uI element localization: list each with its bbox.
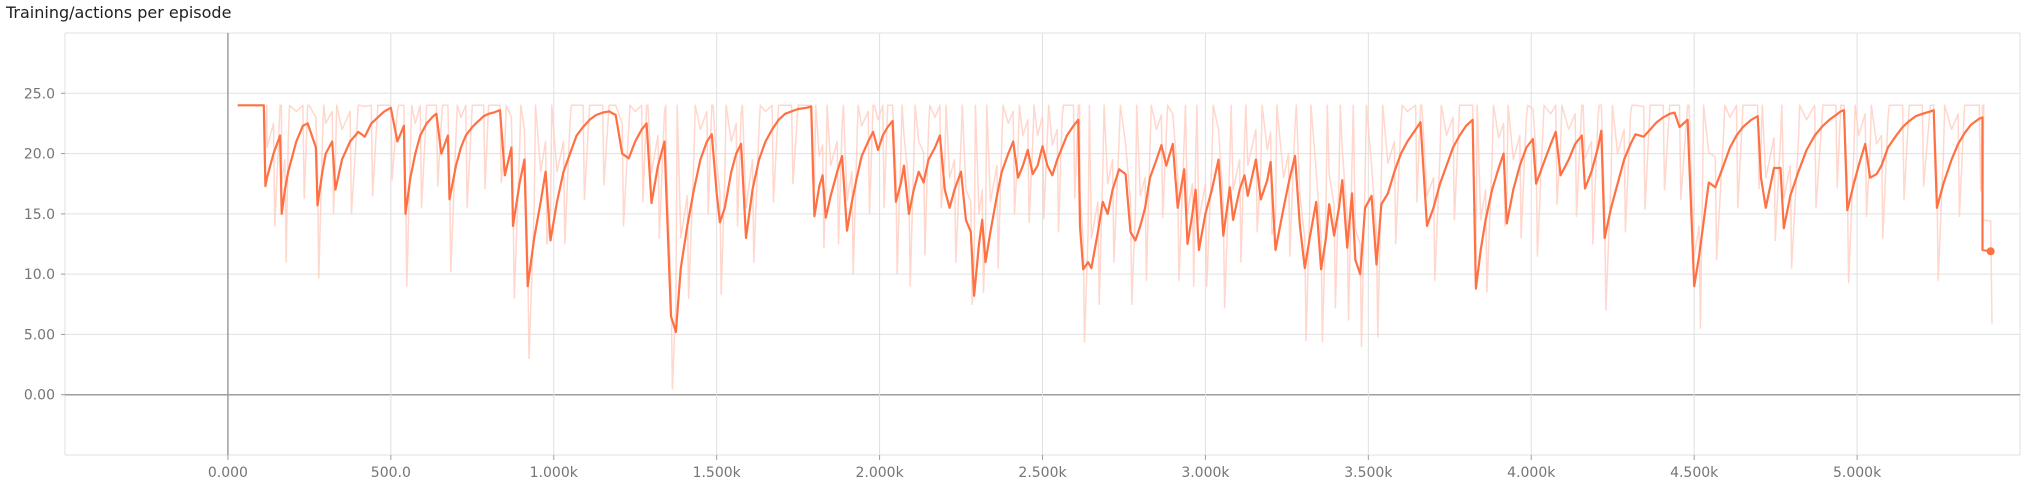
x-tick-label: 1.500k — [693, 465, 742, 481]
smoothed-series-line — [237, 104, 1991, 334]
y-tick-label: 5.00 — [24, 327, 55, 343]
x-tick-label: 2.500k — [1018, 465, 1067, 481]
x-tick-label: 5.000k — [1833, 465, 1882, 481]
series-end-marker — [1986, 247, 1995, 256]
raw-series-line — [237, 104, 1993, 390]
chart-title: Training/actions per episode — [6, 3, 232, 22]
y-tick-label: 20.0 — [24, 147, 55, 163]
x-tick-label: 3.500k — [1344, 465, 1393, 481]
x-tick-label: 0.000 — [208, 465, 248, 481]
y-tick-label: 25.0 — [24, 86, 55, 102]
y-tick-label: 15.0 — [24, 207, 55, 223]
x-tick-label: 4.500k — [1670, 465, 1719, 481]
x-tick-label: 4.000k — [1507, 465, 1556, 481]
x-tick-label: 500.0 — [371, 465, 411, 481]
y-tick-label: 0.00 — [24, 388, 55, 404]
y-tick-label: 10.0 — [24, 267, 55, 283]
x-tick-label: 1.000k — [530, 465, 579, 481]
x-tick-label: 2.000k — [855, 465, 904, 481]
x-tick-label: 3.000k — [1181, 465, 1230, 481]
